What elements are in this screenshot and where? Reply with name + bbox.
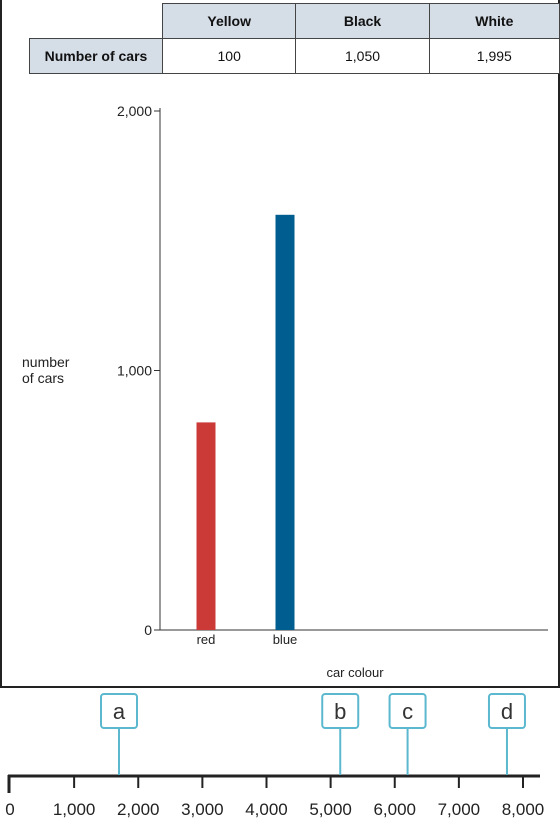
number-line-tick-label: 2,000 xyxy=(117,800,160,819)
y-tick-label: 2,000 xyxy=(117,103,152,119)
table-header-yellow: Yellow xyxy=(161,3,297,39)
table-header-white: White xyxy=(428,3,560,39)
table-cell-yellow: 100 xyxy=(161,38,297,74)
number-line-tick-label: 7,000 xyxy=(438,800,481,819)
marker-c-label: c xyxy=(402,699,413,724)
question-frame xyxy=(0,0,560,688)
bar-red xyxy=(196,422,216,630)
marker-d-label: d xyxy=(501,699,513,724)
marker-a-label: a xyxy=(113,699,126,724)
marker-b-box xyxy=(321,693,360,729)
marker-c-box xyxy=(388,693,427,729)
number-line-tick-label: 0 xyxy=(5,800,14,819)
table-cell-white: 1,995 xyxy=(428,38,560,74)
bar-chart: 0 1,000 2,000 red blue number of cars car co… xyxy=(22,103,548,680)
number-line-tick-label: 5,000 xyxy=(309,800,352,819)
bar-chart-bars: red blue xyxy=(196,214,298,647)
table-row-label: Number of cars xyxy=(29,38,163,74)
number-line-tick-label: 3,000 xyxy=(181,800,224,819)
marker-b-label: b xyxy=(334,699,346,724)
bar-chart-axes: 0 1,000 2,000 xyxy=(117,103,548,638)
number-line-tick-label: 6,000 xyxy=(373,800,416,819)
number-line-tick-label: 1,000 xyxy=(53,800,96,819)
bar-blue xyxy=(275,214,295,631)
y-tick-label: 1,000 xyxy=(117,363,152,379)
marker-d-box xyxy=(487,693,526,729)
table-cell-black: 1,050 xyxy=(295,38,430,74)
car-colour-table: Yellow Black White Number of cars 100 1,… xyxy=(29,3,560,74)
table-header-row: Yellow Black White xyxy=(29,3,560,39)
table-row: Number of cars 100 1,050 1,995 xyxy=(29,38,560,74)
table-header-black: Black xyxy=(295,3,430,39)
x-tick-label: red xyxy=(197,632,216,647)
number-line-tick-label: 8,000 xyxy=(502,800,545,819)
marker-a-box xyxy=(100,693,139,729)
number-line-tick-label: 4,000 xyxy=(245,800,288,819)
bar-chart-y-axis-label: number of cars xyxy=(22,354,70,386)
number-line: 0 1,000 2,000 3,000 4,000 5,000 6,000 7,000 8,00… xyxy=(5,693,545,819)
y-tick-label: 0 xyxy=(144,622,152,638)
x-tick-label: blue xyxy=(273,632,298,647)
bar-chart-x-axis-label: car colour xyxy=(326,665,384,680)
